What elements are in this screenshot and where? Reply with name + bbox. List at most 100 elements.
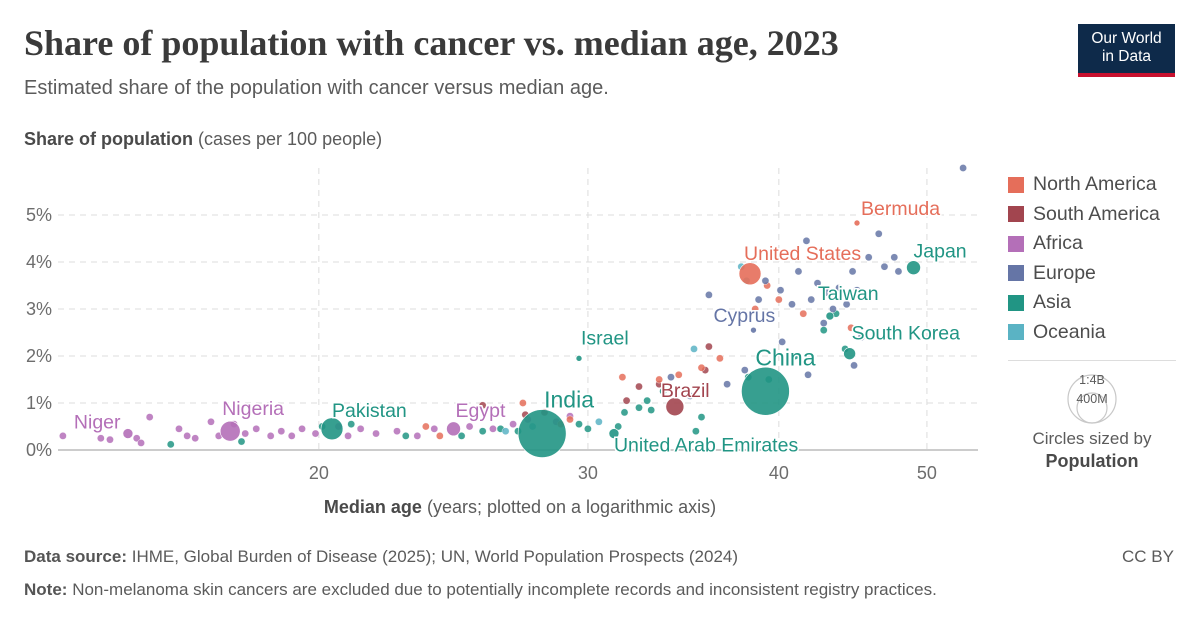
- data-point-europe[interactable]: [778, 338, 786, 346]
- data-point-north-america[interactable]: [716, 354, 724, 363]
- data-point-europe[interactable]: [754, 295, 763, 304]
- data-point-europe[interactable]: [794, 267, 803, 276]
- data-point-asia[interactable]: [575, 420, 583, 428]
- data-point-niger[interactable]: [122, 428, 134, 439]
- data-point-north-america[interactable]: [618, 373, 627, 381]
- data-point-asia[interactable]: [692, 427, 700, 436]
- data-point-north-america[interactable]: [422, 422, 430, 431]
- data-point-africa[interactable]: [277, 427, 286, 436]
- data-point-europe[interactable]: [723, 380, 731, 389]
- data-point-asia[interactable]: [347, 420, 356, 428]
- data-point-south-america[interactable]: [635, 382, 643, 391]
- data-point-africa[interactable]: [137, 439, 145, 447]
- data-point-asia[interactable]: [643, 396, 651, 405]
- data-point-europe[interactable]: [894, 267, 903, 276]
- data-point-europe[interactable]: [823, 288, 831, 297]
- data-point-asia[interactable]: [819, 326, 828, 334]
- data-point-asia[interactable]: [401, 432, 410, 440]
- data-point-south-korea[interactable]: [843, 347, 856, 360]
- data-point-china[interactable]: [741, 366, 790, 416]
- data-point-north-america[interactable]: [751, 305, 759, 313]
- data-point-egypt[interactable]: [446, 421, 461, 437]
- data-point-africa[interactable]: [430, 425, 439, 433]
- data-point-cyprus[interactable]: [750, 326, 757, 334]
- data-point-asia[interactable]: [697, 413, 706, 421]
- data-point-taiwan[interactable]: [825, 311, 835, 321]
- data-point-asia[interactable]: [584, 425, 592, 433]
- data-point-europe[interactable]: [829, 305, 837, 313]
- data-point-north-america[interactable]: [519, 399, 527, 407]
- data-point-europe[interactable]: [857, 333, 866, 342]
- data-point-europe[interactable]: [842, 300, 851, 309]
- data-point-asia[interactable]: [647, 406, 655, 414]
- data-point-africa[interactable]: [59, 432, 67, 440]
- data-point-africa[interactable]: [393, 427, 401, 436]
- data-point-europe[interactable]: [813, 279, 822, 287]
- data-point-africa[interactable]: [287, 432, 296, 440]
- legend-item-north-america[interactable]: North America: [1008, 170, 1160, 200]
- data-point-united-states[interactable]: [738, 262, 762, 286]
- data-point-africa[interactable]: [344, 432, 352, 440]
- data-point-africa[interactable]: [311, 429, 320, 438]
- data-point-africa[interactable]: [356, 425, 365, 433]
- data-point-asia[interactable]: [620, 408, 629, 417]
- data-point-south-america[interactable]: [622, 396, 631, 405]
- data-point-africa[interactable]: [106, 435, 114, 444]
- data-point-africa[interactable]: [132, 434, 141, 443]
- data-point-africa[interactable]: [266, 432, 275, 440]
- data-point-europe[interactable]: [802, 237, 811, 245]
- legend-item-europe[interactable]: Europe: [1008, 259, 1160, 289]
- data-point-europe[interactable]: [807, 295, 816, 304]
- data-point-north-america[interactable]: [655, 375, 663, 384]
- data-point-nigeria[interactable]: [219, 420, 241, 442]
- data-point-north-america[interactable]: [799, 309, 808, 318]
- data-point-asia[interactable]: [478, 427, 487, 436]
- legend-item-asia[interactable]: Asia: [1008, 288, 1160, 318]
- data-point-north-america[interactable]: [697, 363, 706, 372]
- data-point-asia[interactable]: [237, 437, 246, 446]
- data-point-europe[interactable]: [959, 164, 967, 172]
- data-point-africa[interactable]: [298, 425, 306, 433]
- data-point-europe[interactable]: [835, 284, 843, 292]
- data-point-asia[interactable]: [659, 387, 667, 396]
- data-point-north-america[interactable]: [566, 415, 574, 424]
- data-point-south-america[interactable]: [478, 401, 487, 410]
- data-point-africa[interactable]: [175, 425, 183, 433]
- data-point-africa[interactable]: [372, 429, 380, 438]
- data-point-europe[interactable]: [776, 286, 785, 295]
- data-point-europe[interactable]: [890, 253, 899, 262]
- data-point-pakistan[interactable]: [320, 417, 344, 441]
- data-point-oceania[interactable]: [501, 427, 510, 436]
- data-point-india[interactable]: [517, 409, 567, 458]
- data-point-africa[interactable]: [97, 434, 105, 443]
- data-point-asia[interactable]: [457, 432, 466, 440]
- legend-item-africa[interactable]: Africa: [1008, 229, 1160, 259]
- data-point-north-america[interactable]: [847, 323, 855, 332]
- data-point-asia[interactable]: [791, 352, 800, 360]
- data-point-asia[interactable]: [614, 422, 622, 431]
- data-point-africa[interactable]: [489, 425, 497, 433]
- data-point-europe[interactable]: [838, 251, 846, 259]
- data-point-africa[interactable]: [252, 425, 261, 433]
- data-point-europe[interactable]: [761, 276, 770, 285]
- data-point-europe[interactable]: [880, 262, 889, 271]
- data-point-europe[interactable]: [705, 291, 713, 299]
- data-point-brazil[interactable]: [665, 397, 685, 417]
- data-point-asia[interactable]: [166, 440, 175, 449]
- data-point-north-america[interactable]: [775, 295, 783, 304]
- owid-logo[interactable]: Our World in Data: [1078, 24, 1175, 77]
- data-point-africa[interactable]: [145, 413, 154, 421]
- data-point-europe[interactable]: [686, 392, 695, 400]
- data-point-europe[interactable]: [667, 373, 675, 381]
- data-point-united-arab-emirates[interactable]: [608, 428, 620, 439]
- data-point-europe[interactable]: [740, 366, 749, 374]
- data-point-israel[interactable]: [575, 355, 583, 362]
- data-point-europe[interactable]: [788, 300, 796, 309]
- data-point-africa[interactable]: [207, 417, 215, 426]
- data-point-south-america[interactable]: [705, 342, 713, 351]
- data-point-oceania[interactable]: [690, 345, 698, 353]
- data-point-africa[interactable]: [241, 429, 250, 438]
- data-point-africa[interactable]: [183, 432, 191, 440]
- data-point-north-america[interactable]: [436, 432, 444, 440]
- data-point-africa[interactable]: [465, 422, 474, 431]
